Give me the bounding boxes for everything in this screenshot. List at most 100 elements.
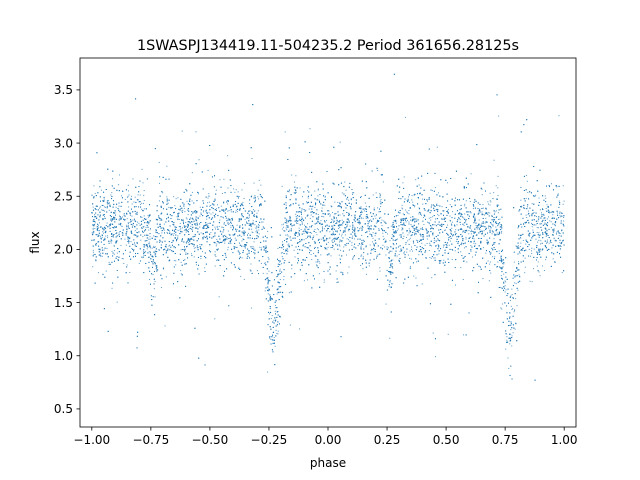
data-point [540,240,542,242]
data-point [415,230,417,232]
data-point [445,217,447,219]
data-point [216,204,218,206]
data-point [270,338,272,340]
data-point [249,210,251,212]
data-point [330,247,332,249]
data-point [538,232,540,234]
data-point [140,239,142,241]
data-point [414,206,416,208]
data-point [448,252,450,254]
data-point [516,305,518,307]
data-point [561,212,563,214]
data-point [189,243,191,245]
data-point [314,190,316,192]
data-point [460,251,462,253]
data-point [448,244,450,246]
data-point [148,229,150,231]
data-point [92,227,94,229]
data-point [462,231,464,233]
data-point [438,253,440,255]
data-point [558,200,560,202]
data-point [527,214,529,216]
data-point [258,198,260,200]
data-point [447,224,449,226]
data-point [418,184,420,186]
data-point [447,209,449,211]
data-point [450,223,452,225]
data-point [153,288,155,290]
data-point [409,219,411,221]
data-point [289,215,291,217]
data-point [279,273,281,275]
data-point [161,232,163,234]
data-point [498,224,500,226]
data-point [547,234,549,236]
data-point [93,240,95,242]
data-point [348,199,350,201]
data-point [175,264,177,266]
data-point [381,219,383,221]
data-point [293,181,295,183]
data-point [537,227,539,229]
data-point [353,192,355,194]
data-point [131,226,133,228]
data-point [307,190,309,192]
data-point [493,238,495,240]
data-point [315,232,317,234]
data-point [542,265,544,267]
data-point [412,218,414,220]
data-point [280,252,282,254]
data-point [320,254,322,256]
data-point [473,242,475,244]
data-point [478,223,480,225]
data-point [436,225,438,227]
data-point [551,247,553,249]
data-point [448,236,450,238]
data-point [494,256,496,258]
data-point [143,246,145,248]
data-point [433,239,435,241]
data-point [468,230,470,232]
data-point [520,234,522,236]
data-point [481,222,483,224]
data-point [165,276,167,278]
data-point [223,201,225,203]
data-point [302,196,304,198]
data-point [452,235,454,237]
data-point [307,279,309,281]
data-point [197,193,199,195]
data-point [489,192,491,194]
data-point [500,307,502,309]
data-point [553,229,555,231]
data-point [283,226,285,228]
data-point [403,218,405,220]
data-point [470,245,472,247]
data-point [361,239,363,241]
data-point [219,179,221,181]
data-point [377,169,379,171]
data-point [299,328,301,330]
data-point [169,244,171,246]
data-point [321,210,323,212]
data-point [559,216,561,218]
data-point [511,335,513,337]
data-point [341,192,343,194]
data-point [335,270,337,272]
data-point [99,235,101,237]
data-point [123,262,125,264]
data-point [271,315,273,317]
data-point [452,211,454,213]
data-point [173,260,175,262]
data-point [482,207,484,209]
data-point [495,198,497,200]
data-point [428,217,430,219]
data-point [149,244,151,246]
data-point [116,235,118,237]
data-point [345,227,347,229]
data-point [418,207,420,209]
data-point [152,261,154,263]
data-point [283,230,285,232]
data-point [251,195,253,197]
data-point [492,256,494,258]
data-point [413,275,415,277]
